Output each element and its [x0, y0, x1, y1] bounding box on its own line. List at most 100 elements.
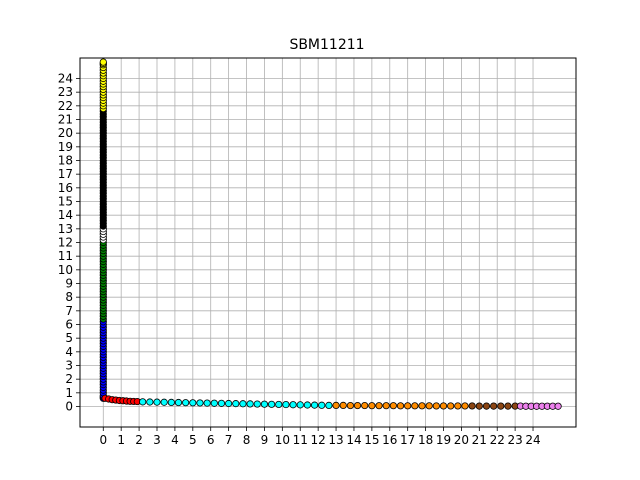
chart-title: SBM11211 — [289, 37, 364, 53]
x-tick-label: 5 — [189, 433, 197, 447]
y-tick-label: 15 — [58, 195, 73, 209]
data-point — [153, 398, 161, 406]
x-tick-label: 7 — [225, 433, 233, 447]
data-point — [318, 401, 326, 409]
data-point — [418, 402, 426, 410]
x-tick-label: 22 — [490, 433, 505, 447]
x-tick-label: 4 — [171, 433, 179, 447]
data-point — [504, 402, 512, 410]
data-point — [303, 401, 312, 409]
y-tick-label: 21 — [58, 113, 73, 127]
x-tick-label: 0 — [99, 433, 107, 447]
x-tick-label: 8 — [243, 433, 251, 447]
x-tick-label: 19 — [436, 433, 451, 447]
x-tick-label: 21 — [472, 433, 487, 447]
y-tick-label: 18 — [58, 154, 73, 168]
data-point — [554, 402, 562, 410]
y-tick-label: 1 — [65, 386, 73, 400]
y-tick-label: 3 — [65, 359, 73, 373]
data-point — [174, 398, 183, 407]
x-tick-label: 10 — [275, 433, 290, 447]
data-point — [167, 398, 175, 406]
y-tick-label: 10 — [58, 263, 73, 277]
data-point — [368, 402, 376, 410]
data-point — [310, 401, 319, 409]
data-point — [225, 399, 233, 408]
data-point — [139, 398, 147, 406]
data-point — [339, 401, 347, 410]
x-tick-label: 17 — [400, 433, 415, 447]
x-tick-label: 13 — [328, 433, 343, 447]
data-point — [447, 402, 455, 410]
x-tick-label: 23 — [507, 433, 522, 447]
data-point — [404, 402, 412, 410]
x-tick-label: 12 — [311, 433, 326, 447]
x-tick-label: 2 — [135, 433, 143, 447]
data-point — [411, 402, 419, 410]
data-point — [99, 58, 107, 66]
y-tick-label: 8 — [65, 290, 73, 304]
y-tick-label: 7 — [65, 304, 73, 318]
x-tick-label: 6 — [207, 433, 215, 447]
data-point — [497, 402, 505, 410]
data-point — [454, 402, 462, 410]
data-point — [332, 401, 340, 410]
data-point — [382, 402, 390, 410]
data-point — [253, 400, 261, 408]
y-tick-label: 5 — [65, 331, 73, 345]
data-points — [99, 58, 562, 410]
data-point — [439, 402, 448, 410]
data-point — [189, 399, 197, 407]
plot-frame — [79, 57, 577, 428]
data-point — [490, 402, 498, 410]
data-point — [468, 402, 476, 410]
data-point — [146, 398, 154, 406]
data-point — [475, 402, 483, 410]
y-tick-label: 14 — [58, 208, 73, 222]
x-tick-label: 11 — [293, 433, 308, 447]
y-tick-label: 2 — [65, 372, 73, 386]
x-axis-ticks: 0 1 2 3 4 5 6 7 8 9 10 11 12 13 14 15 16 17 18 19 20 21 22 23 24 — [99, 427, 541, 447]
y-tick-label: 9 — [65, 277, 73, 291]
x-tick-label: 24 — [525, 433, 540, 447]
y-tick-label: 20 — [58, 126, 73, 140]
data-point — [432, 402, 440, 410]
data-point — [275, 400, 283, 409]
y-tick-label: 16 — [58, 181, 73, 195]
x-tick-label: 14 — [346, 433, 361, 447]
data-point — [375, 402, 383, 410]
x-tick-label: 15 — [364, 433, 379, 447]
x-tick-label: 1 — [117, 433, 125, 447]
data-point — [260, 400, 269, 408]
data-point — [461, 402, 469, 410]
data-point — [196, 399, 204, 407]
data-point — [232, 400, 240, 408]
x-tick-label: 9 — [261, 433, 269, 447]
y-tick-label: 22 — [58, 99, 73, 113]
data-point — [217, 399, 226, 407]
y-tick-label: 19 — [58, 140, 73, 154]
y-tick-label: 24 — [58, 72, 73, 86]
data-point — [203, 399, 211, 407]
data-point — [361, 401, 369, 410]
data-point — [182, 399, 190, 407]
data-point — [353, 401, 362, 410]
data-point — [389, 402, 397, 410]
data-point — [396, 402, 405, 410]
data-point — [267, 400, 276, 408]
y-tick-label: 13 — [58, 222, 73, 236]
data-point — [425, 402, 433, 410]
x-tick-label: 20 — [454, 433, 469, 447]
y-tick-label: 12 — [58, 236, 73, 250]
x-tick-label: 3 — [153, 433, 161, 447]
y-tick-label: 23 — [58, 85, 73, 99]
y-tick-label: 0 — [65, 400, 73, 414]
data-point — [296, 401, 304, 409]
x-tick-label: 18 — [418, 433, 433, 447]
x-tick-label: 16 — [382, 433, 397, 447]
grid-lines — [80, 58, 576, 427]
data-point — [282, 400, 290, 409]
data-point — [289, 401, 297, 409]
